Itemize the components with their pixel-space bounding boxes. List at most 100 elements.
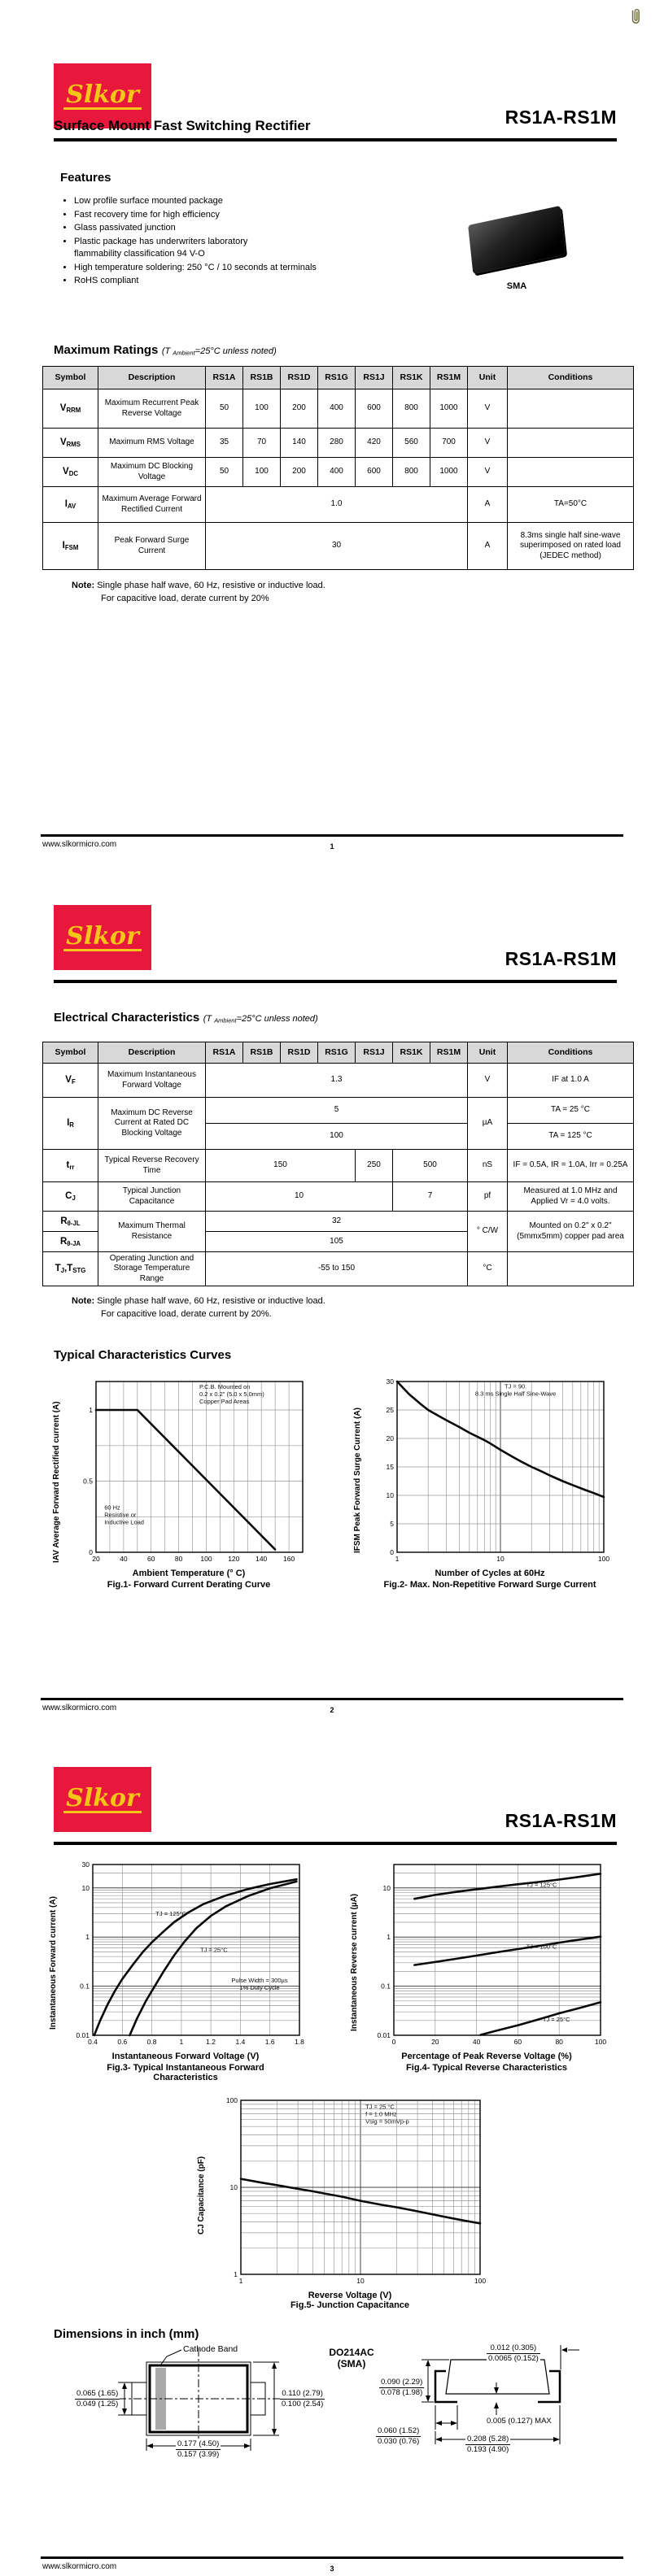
value-cell: 280 [317, 428, 356, 458]
paperclip-icon[interactable] [628, 7, 643, 32]
svg-text:0.4: 0.4 [88, 2038, 98, 2046]
symbol-cell: IR [42, 1097, 98, 1150]
svg-text:20: 20 [431, 2038, 439, 2046]
svg-text:TJ = 25°C: TJ = 25°C [543, 2016, 570, 2023]
header-rule [54, 980, 617, 983]
table-row: CJ Typical Junction Capacitance 10 7 pf … [42, 1181, 634, 1212]
fig5-capacitance-chart: CJ Capacitance (pF) 1 10 100 1 10 100 TJ = 25 … [194, 2095, 488, 2310]
svg-text:40: 40 [473, 2038, 481, 2046]
fig4-plot: 0 20 40 60 80 100 0.01 0.1 1 10 TJ = 125°C TJ = 100… [365, 1859, 609, 2051]
svg-text:100: 100 [598, 1555, 609, 1563]
page-number: 3 [330, 2565, 334, 2573]
fig2-plot: 1 10 100 0 5 10 15 20 25 30 TJ = 90.8.3 ms Single … [368, 1376, 612, 1568]
fig1-y-axis-label: IAV Average Forward Rectified current (A… [52, 1401, 61, 1563]
part-number-title: RS1A-RS1M [505, 1810, 617, 1831]
column-header: Conditions [507, 1042, 634, 1064]
table-row: VDC Maximum DC Blocking Voltage 50 100 2… [42, 457, 634, 487]
column-header: RS1G [317, 1042, 356, 1064]
value-cell: 400 [317, 389, 356, 429]
description-cell: Typical Reverse Recovery Time [98, 1149, 206, 1182]
svg-text:1% Duty Cycle: 1% Duty Cycle [239, 1984, 279, 1991]
unit-cell: V [467, 457, 508, 487]
conditions-cell [507, 428, 634, 458]
feature-item: High temperature soldering: 250 °C / 10 … [74, 262, 359, 275]
features-list: Low profile surface mounted package Fast… [62, 195, 359, 289]
svg-text:1.2: 1.2 [206, 2038, 216, 2046]
column-header: RS1D [280, 1042, 318, 1064]
column-header: RS1B [242, 366, 281, 389]
svg-text:10: 10 [82, 1884, 90, 1892]
fig5-caption: Fig.5- Junction Capacitance [290, 2300, 410, 2310]
package-photo [456, 205, 578, 278]
brand-logo: Slkor [54, 905, 151, 970]
column-header: RS1A [205, 1042, 243, 1064]
description-cell: Typical Junction Capacitance [98, 1181, 206, 1212]
fig5-x-axis-label: Reverse Voltage (V) [308, 2291, 392, 2300]
svg-text:10: 10 [387, 1491, 395, 1499]
symbol-cell: trr [42, 1149, 98, 1182]
brand-logo-text: Slkor [63, 82, 142, 111]
max-ratings-heading: Maximum Ratings (T Ambient=25°C unless n… [54, 343, 277, 357]
value-cell: 420 [355, 428, 393, 458]
brand-logo: Slkor [54, 1767, 151, 1832]
unit-cell: V [467, 389, 508, 429]
value-cell: 35 [205, 428, 243, 458]
svg-text:0.6: 0.6 [117, 2038, 127, 2046]
table-row: IR Maximum DC Reverse Current at Rated D… [42, 1097, 634, 1150]
value-cell: 500 [392, 1149, 468, 1182]
column-header: RS1D [280, 366, 318, 389]
dim-side-left: 0.090 (2.29) 0.078 (1.98) [379, 2378, 425, 2397]
column-header: Symbol [42, 366, 98, 389]
svg-text:80: 80 [555, 2038, 563, 2046]
svg-text:60 Hz: 60 Hz [104, 1504, 120, 1512]
svg-text:1: 1 [180, 2038, 184, 2046]
page1-header: Slkor RS1A-RS1M [54, 63, 617, 141]
value-cell: 200 [280, 457, 318, 487]
svg-text:0.1: 0.1 [80, 1982, 90, 1991]
fig1-derating-chart: IAV Average Forward Rectified current (A… [49, 1376, 311, 1590]
value-cell: 140 [280, 428, 318, 458]
svg-text:40: 40 [120, 1555, 128, 1563]
value-cell: 800 [392, 389, 430, 429]
description-cell: Maximum DC Blocking Voltage [98, 457, 206, 487]
table-row: IFSM Peak Forward Surge Current 30 A 8.3… [42, 522, 634, 570]
svg-text:1.6: 1.6 [265, 2038, 275, 2046]
value-cell: 100 [242, 457, 281, 487]
svg-text:TJ = 100°C: TJ = 100°C [526, 1943, 557, 1951]
page2-header: Slkor RS1A-RS1M [54, 905, 617, 983]
part-number-title: RS1A-RS1M [505, 948, 617, 969]
sma-package-image [468, 205, 566, 275]
fig4-y-axis-label: Instantaneous Reverse current (µA) [350, 1893, 359, 2031]
page-number: 2 [330, 1706, 334, 1714]
page3-footer: www.slkormicro.com 3 [41, 2556, 623, 2576]
conditions-cell [507, 389, 634, 429]
svg-text:30: 30 [387, 1377, 395, 1386]
fig2-y-axis-label: IFSM Peak Forward Surge Current (A) [353, 1408, 362, 1553]
column-header: RS1M [430, 1042, 468, 1064]
table-row: VRMS Maximum RMS Voltage 35 70 140 280 4… [42, 428, 634, 458]
table-row: TJ,TSTG Operating Junction and Storage T… [42, 1251, 634, 1286]
dim-side-max: 0.005 (0.127) MAX [487, 2417, 552, 2426]
page1-footer: www.slkormicro.com 1 [41, 834, 623, 855]
svg-text:0.8: 0.8 [147, 2038, 157, 2046]
svg-text:10: 10 [383, 1884, 391, 1892]
conditions-cell [507, 1251, 634, 1286]
table-header-row: Symbol Description RS1A RS1B RS1D RS1G R… [42, 366, 634, 389]
svg-text:1: 1 [239, 2277, 243, 2285]
svg-text:0.2 x 0.2" (5.0 x 5.0mm): 0.2 x 0.2" (5.0 x 5.0mm) [199, 1390, 264, 1398]
description-cell: Maximum Average Forward Rectified Curren… [98, 486, 206, 523]
fig4-caption: Fig.4- Typical Reverse Characteristics [406, 2063, 567, 2073]
conditions-cell: Mounted on 0.2" x 0.2" (5mmx5mm) copper … [507, 1211, 634, 1252]
column-header: RS1B [242, 1042, 281, 1064]
svg-text:60: 60 [514, 2038, 522, 2046]
header-rule [54, 138, 617, 141]
svg-text:1.4: 1.4 [235, 2038, 245, 2046]
svg-text:80: 80 [175, 1555, 183, 1563]
document-title: Surface Mount Fast Switching Rectifier [54, 118, 311, 133]
column-header: RS1M [430, 366, 468, 389]
fig1-caption: Fig.1- Forward Current Derating Curve [107, 1580, 271, 1590]
value-cell: 10 [205, 1181, 393, 1212]
feature-item: Plastic package has underwriters laborat… [74, 236, 359, 261]
package-label: SMA [506, 281, 527, 291]
